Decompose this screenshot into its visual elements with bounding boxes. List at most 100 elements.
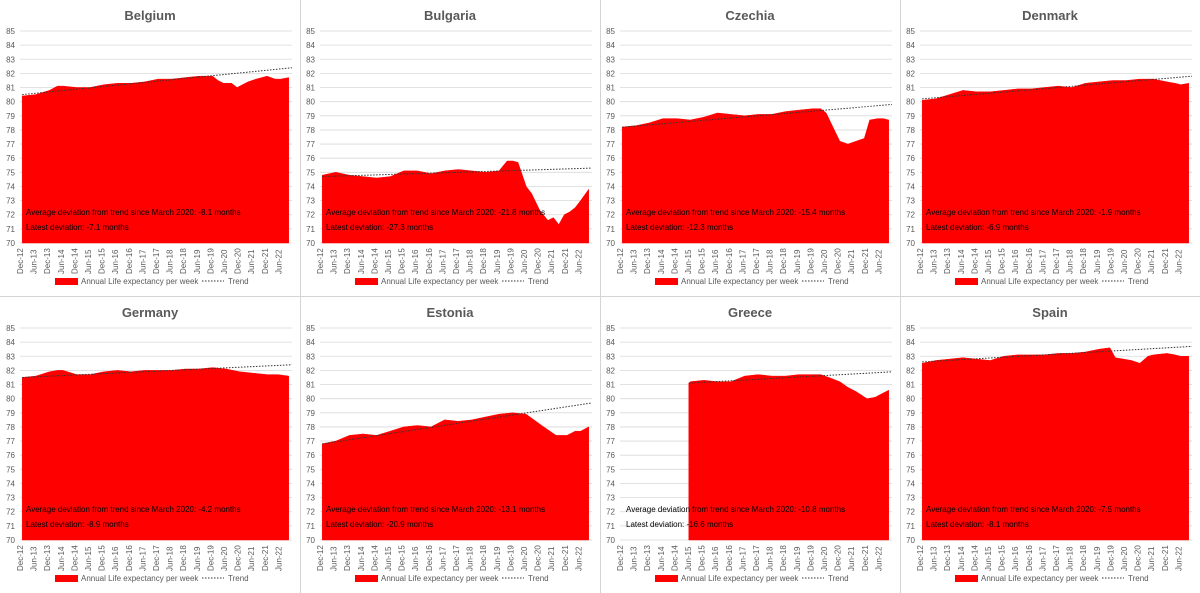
- x-tick-label: Jun-19: [193, 249, 202, 274]
- x-tick-label: Dec-13: [943, 545, 952, 571]
- x-tick-label: Dec-20: [234, 545, 243, 571]
- y-tick-label: 82: [606, 69, 615, 78]
- y-tick-label: 70: [6, 239, 15, 248]
- x-tick-label: Dec-17: [452, 248, 461, 274]
- trend-line: [22, 67, 293, 96]
- legend-area-label: Annual Life expectancy per week: [681, 277, 799, 286]
- y-tick-label: 75: [6, 168, 15, 177]
- x-tick-label: Jun-18: [766, 249, 775, 274]
- x-tick-label: Jun-19: [493, 546, 502, 571]
- x-tick-label: Dec-13: [943, 248, 952, 274]
- x-tick-label: Dec-13: [43, 545, 52, 571]
- legend-trend-label: Trend: [1128, 277, 1149, 286]
- y-tick-label: 78: [6, 423, 15, 432]
- x-tick-label: Dec-20: [834, 248, 843, 274]
- x-tick-label: Jun-15: [384, 546, 393, 571]
- y-tick-label: 71: [306, 225, 315, 234]
- y-tick-label: 81: [6, 84, 15, 93]
- y-tick-label: 76: [606, 451, 615, 460]
- x-tick-label: Jun-20: [820, 546, 829, 571]
- y-tick-label: 74: [6, 479, 15, 488]
- x-tick-label: Dec-15: [398, 545, 407, 571]
- y-tick-label: 73: [306, 197, 315, 206]
- annotation-latest-deviation: Latest deviation: -27.3 months: [326, 223, 433, 232]
- chart-panel-denmark: Denmark 70 71 72 73 74 75 76 77 78 79 80 81 82 83 84 85 D…: [900, 0, 1200, 296]
- x-tick-label: Dec-16: [1025, 545, 1034, 571]
- x-tick-label: Jun-21: [547, 546, 556, 571]
- x-tick-label: Jun-20: [220, 546, 229, 571]
- y-tick-label: 85: [906, 27, 915, 36]
- annotation-latest-deviation: Latest deviation: -8.9 months: [26, 520, 129, 529]
- y-tick-label: 84: [606, 338, 615, 347]
- y-tick-label: 77: [906, 437, 915, 446]
- x-tick-label: Jun-13: [30, 546, 39, 571]
- y-tick-label: 77: [606, 140, 615, 149]
- y-tick-label: 83: [6, 352, 15, 361]
- x-tick-label: Dec-12: [616, 248, 625, 274]
- y-tick-label: 71: [606, 225, 615, 234]
- y-tick-label: 72: [606, 211, 615, 220]
- y-tick-label: 82: [306, 366, 315, 375]
- y-tick-label: 80: [306, 395, 315, 404]
- chart-title: Greece: [728, 305, 772, 320]
- annotation-latest-deviation: Latest deviation: -20.9 months: [326, 520, 433, 529]
- y-tick-label: 76: [306, 451, 315, 460]
- y-tick-label: 81: [606, 381, 615, 390]
- y-tick-label: 82: [6, 366, 15, 375]
- trend-line: [322, 402, 593, 445]
- area-series: [621, 108, 889, 244]
- x-tick-label: Dec-17: [752, 545, 761, 571]
- y-tick-label: 80: [606, 98, 615, 107]
- x-tick-label: Jun-16: [411, 546, 420, 571]
- x-tick-label: Jun-17: [138, 249, 147, 274]
- y-tick-label: 78: [906, 423, 915, 432]
- y-tick-label: 79: [306, 409, 315, 418]
- x-tick-label: Dec-12: [616, 545, 625, 571]
- chart-svg: Bulgaria 70 71 72 73 74 75 76 77 78 79 80 81 82 83 84 85…: [306, 8, 593, 286]
- x-tick-label: Jun-14: [657, 249, 666, 274]
- x-tick-label: Jun-15: [984, 249, 993, 274]
- y-tick-label: 73: [6, 494, 15, 503]
- y-tick-label: 75: [606, 168, 615, 177]
- x-tick-label: Jun-18: [766, 546, 775, 571]
- y-tick-label: 71: [906, 225, 915, 234]
- y-tick-label: 85: [606, 324, 615, 333]
- annotation-average-deviation: Average deviation from trend since March…: [26, 208, 241, 217]
- x-tick-label: Jun-19: [1093, 249, 1102, 274]
- y-tick-label: 79: [6, 112, 15, 121]
- y-tick-label: 76: [6, 154, 15, 163]
- x-tick-label: Dec-18: [479, 545, 488, 571]
- x-tick-label: Dec-19: [506, 545, 515, 571]
- y-tick-label: 70: [906, 536, 915, 545]
- y-tick-label: 74: [906, 182, 915, 191]
- y-tick-label: 82: [306, 69, 315, 78]
- x-tick-label: Jun-22: [1174, 249, 1183, 274]
- legend-trend-label: Trend: [528, 574, 549, 583]
- x-tick-label: Jun-16: [111, 249, 120, 274]
- x-tick-label: Jun-22: [874, 546, 883, 571]
- x-tick-label: Dec-15: [698, 248, 707, 274]
- y-tick-label: 74: [606, 479, 615, 488]
- y-tick-label: 76: [906, 451, 915, 460]
- x-tick-label: Jun-20: [520, 249, 529, 274]
- area-series: [921, 347, 1189, 541]
- x-tick-label: Jun-17: [1038, 249, 1047, 274]
- y-tick-label: 77: [6, 140, 15, 149]
- y-tick-label: 74: [906, 479, 915, 488]
- y-tick-label: 80: [906, 395, 915, 404]
- y-tick-label: 82: [6, 69, 15, 78]
- y-tick-label: 76: [606, 154, 615, 163]
- x-tick-label: Jun-14: [357, 546, 366, 571]
- area-series: [21, 367, 289, 541]
- legend-area-swatch: [55, 278, 78, 285]
- x-tick-label: Jun-21: [847, 249, 856, 274]
- y-tick-label: 81: [6, 381, 15, 390]
- y-tick-label: 84: [306, 338, 315, 347]
- x-tick-label: Dec-18: [179, 545, 188, 571]
- x-tick-label: Dec-15: [98, 545, 107, 571]
- x-tick-label: Dec-19: [506, 248, 515, 274]
- x-tick-label: Dec-19: [806, 545, 815, 571]
- annotation-average-deviation: Average deviation from trend since March…: [926, 208, 1141, 217]
- x-tick-label: Jun-14: [357, 249, 366, 274]
- x-tick-label: Dec-13: [343, 248, 352, 274]
